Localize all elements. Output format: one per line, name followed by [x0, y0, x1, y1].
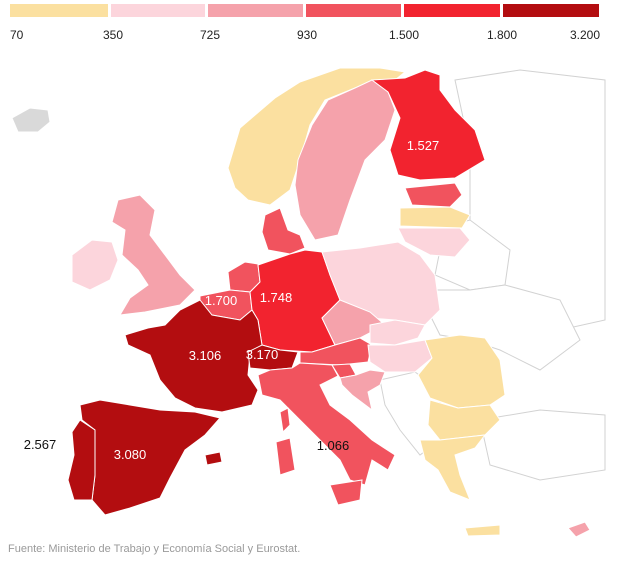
legend-tick-350: 350 [102, 28, 124, 42]
island-balearic [204, 451, 223, 466]
value-label-belgium: 1.700 [205, 293, 238, 308]
source-note: Fuente: Ministerio de Trabajo y Economía… [8, 543, 301, 555]
country-lithuania [397, 227, 471, 258]
island-sicily [329, 479, 363, 506]
country-slovakia [369, 319, 426, 346]
value-label-italy: 1.066 [317, 438, 350, 453]
country-greece [419, 434, 487, 501]
island-sardinia [275, 437, 296, 476]
legend-tick-1500: 1.500 [388, 28, 420, 42]
country-sweden [294, 79, 396, 241]
country-hungary [367, 339, 433, 373]
country-spain [79, 399, 221, 516]
island-corsica [279, 407, 291, 434]
legend: 70 350 725 930 1.500 1.800 3.200 [10, 4, 600, 44]
country-finland [370, 69, 486, 181]
legend-swatch-6 [503, 4, 599, 17]
legend-swatch-1 [10, 4, 108, 17]
legend-tick-70: 70 [10, 28, 24, 42]
country-cyprus [567, 521, 591, 538]
value-label-spain: 3.080 [114, 447, 147, 462]
legend-swatch-3 [208, 4, 303, 17]
island-crete [464, 524, 501, 537]
value-label-finland: 1.527 [407, 138, 440, 153]
country-estonia [404, 182, 463, 208]
country-iceland [11, 107, 51, 133]
country-denmark [261, 207, 306, 255]
country-united-kingdom [111, 194, 196, 316]
value-label-portugal: 2.567 [24, 437, 57, 452]
europe-map: 1.527 1.700 1.748 3.106 3.170 1.066 3.08… [11, 67, 606, 538]
country-latvia [399, 206, 471, 229]
value-label-france: 3.106 [189, 348, 222, 363]
legend-tick-1800: 1.800 [486, 28, 518, 42]
country-italy [257, 362, 396, 486]
value-label-switzerland: 3.170 [246, 347, 279, 362]
legend-swatch-5 [404, 4, 500, 17]
legend-swatch-4 [306, 4, 401, 17]
country-ireland [71, 239, 119, 291]
legend-swatch-2 [111, 4, 205, 17]
country-portugal [67, 419, 96, 501]
legend-tick-725: 725 [199, 28, 221, 42]
country-croatia [339, 369, 386, 412]
country-bulgaria [427, 399, 501, 441]
legend-tick-930: 930 [296, 28, 318, 42]
value-label-germany: 1.748 [260, 290, 293, 305]
neighbour-turkey [479, 409, 606, 481]
legend-tick-3200: 3.200 [569, 28, 600, 42]
neighbour-ukraine [429, 284, 581, 371]
country-switzerland [247, 344, 299, 371]
